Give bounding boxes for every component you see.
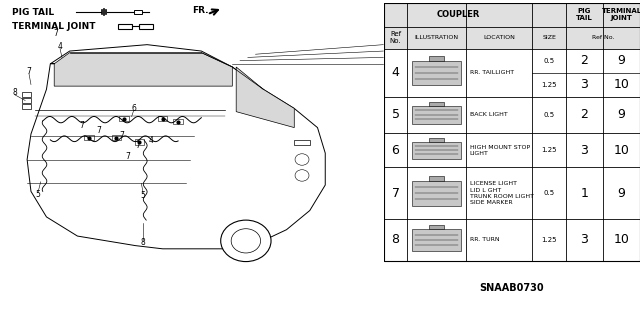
Text: 0.5: 0.5 <box>543 112 555 118</box>
Text: RR. TAILLIGHT: RR. TAILLIGHT <box>470 70 514 75</box>
Text: 9: 9 <box>618 54 625 67</box>
Text: COUPLER: COUPLER <box>436 11 480 19</box>
Bar <box>140 24 153 29</box>
Bar <box>384 3 640 48</box>
Bar <box>158 116 167 121</box>
Text: 1.25: 1.25 <box>541 82 557 88</box>
Bar <box>412 181 461 206</box>
Bar <box>429 138 444 142</box>
Text: 7: 7 <box>27 67 31 76</box>
Text: 9: 9 <box>618 108 625 122</box>
Text: 10: 10 <box>614 78 629 91</box>
Text: 0.5: 0.5 <box>543 190 555 196</box>
Text: 2: 2 <box>580 108 588 122</box>
Text: 10: 10 <box>614 234 629 247</box>
Text: 0.5: 0.5 <box>543 58 555 63</box>
Text: PIG
TAIL: PIG TAIL <box>576 8 593 21</box>
Text: 6: 6 <box>131 104 136 113</box>
Text: RR. TURN: RR. TURN <box>470 238 499 242</box>
Bar <box>294 140 310 145</box>
Text: TERMINAL JOINT: TERMINAL JOINT <box>12 22 95 31</box>
Text: 7: 7 <box>96 126 101 135</box>
Polygon shape <box>51 53 232 86</box>
Text: 7: 7 <box>54 29 59 38</box>
Bar <box>429 56 444 61</box>
Bar <box>384 3 640 261</box>
Text: LOCATION: LOCATION <box>483 35 515 40</box>
Text: 4: 4 <box>392 66 399 79</box>
Text: 1.25: 1.25 <box>541 237 557 243</box>
Text: 7: 7 <box>135 141 140 150</box>
Bar <box>173 119 183 124</box>
Text: 7: 7 <box>79 121 84 130</box>
Text: SIZE: SIZE <box>542 35 556 40</box>
Text: Ref No.: Ref No. <box>591 35 614 40</box>
Polygon shape <box>236 67 294 128</box>
Bar <box>22 92 31 97</box>
Text: 3: 3 <box>580 144 588 157</box>
Text: ILLUSTRATION: ILLUSTRATION <box>415 35 458 40</box>
Bar <box>22 98 31 103</box>
Text: TERMINAL
JOINT: TERMINAL JOINT <box>602 8 640 21</box>
Text: BACK LIGHT: BACK LIGHT <box>470 113 508 117</box>
Text: 5: 5 <box>392 108 399 122</box>
Text: 6: 6 <box>392 144 399 157</box>
Bar <box>429 225 444 229</box>
Bar <box>429 102 444 106</box>
Text: 1: 1 <box>580 187 588 200</box>
Text: 5: 5 <box>35 190 40 199</box>
Text: 5: 5 <box>141 191 146 200</box>
Text: LICENSE LIGHT
LID L GHT
TRUNK ROOM LIGHT
SIDE MARKER: LICENSE LIGHT LID L GHT TRUNK ROOM LIGHT… <box>470 181 534 205</box>
Text: 8: 8 <box>392 234 399 247</box>
Bar <box>84 135 93 140</box>
Bar <box>118 24 132 29</box>
Text: 10: 10 <box>614 144 629 157</box>
Bar <box>412 229 461 250</box>
Text: 7: 7 <box>120 131 124 140</box>
Text: 8: 8 <box>12 88 17 97</box>
Text: SNAAB0730: SNAAB0730 <box>480 283 544 293</box>
Text: 4: 4 <box>58 42 63 51</box>
Bar <box>135 139 144 145</box>
Bar <box>134 10 142 14</box>
Text: 1.25: 1.25 <box>541 147 557 153</box>
Text: 2: 2 <box>580 54 588 67</box>
Text: 7: 7 <box>125 152 130 161</box>
Text: PIG TAIL: PIG TAIL <box>12 8 54 17</box>
Text: 3: 3 <box>580 234 588 247</box>
Text: 7: 7 <box>392 187 399 200</box>
Bar <box>111 135 121 140</box>
Text: 9: 9 <box>618 187 625 200</box>
Bar <box>22 104 31 109</box>
Text: Ref
No.: Ref No. <box>390 31 401 44</box>
Text: FR.: FR. <box>191 6 208 15</box>
Text: 8: 8 <box>141 238 146 247</box>
Bar <box>412 142 461 159</box>
Text: 4: 4 <box>148 136 154 145</box>
Text: HIGH MOUNT STOP
LIGHT: HIGH MOUNT STOP LIGHT <box>470 145 530 156</box>
Circle shape <box>221 220 271 262</box>
Bar <box>412 106 461 124</box>
Bar <box>119 116 129 121</box>
Bar <box>412 61 461 85</box>
Bar <box>429 175 444 181</box>
Text: 3: 3 <box>580 78 588 91</box>
